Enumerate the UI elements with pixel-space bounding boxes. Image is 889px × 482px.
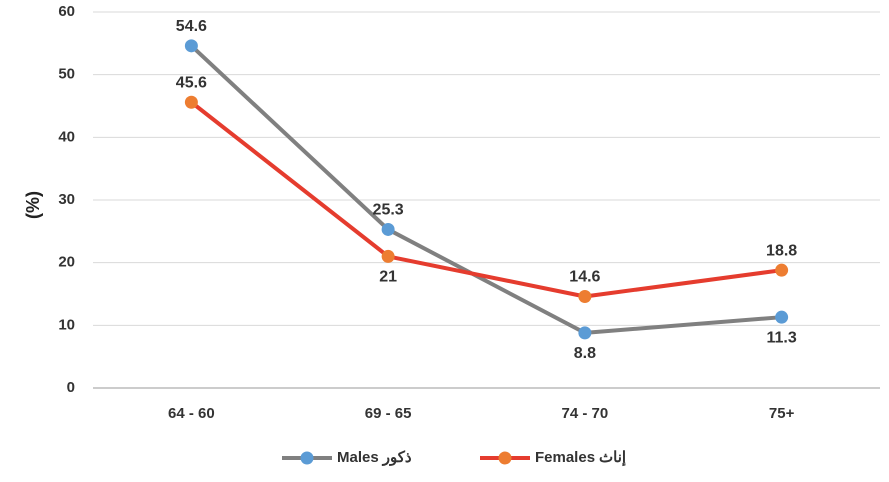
males-data-label: 25.3 xyxy=(373,202,404,219)
data-labels: 54.6 25.3 8.8 11.3 45.6 21 14.6 18.8 xyxy=(176,18,797,362)
females-point xyxy=(775,263,789,277)
females-point xyxy=(184,95,198,109)
series-markers xyxy=(184,39,789,340)
series-lines xyxy=(189,43,784,335)
males-data-label: 54.6 xyxy=(176,18,207,35)
legend: Males ذكور Females إناث xyxy=(282,449,626,466)
females-data-label: 21 xyxy=(379,269,397,286)
x-axis-ticks: 64 - 60 69 - 65 74 - 70 75+ xyxy=(168,405,795,422)
females-legend-marker xyxy=(498,451,512,465)
x-tick-label: 64 - 60 xyxy=(168,405,215,422)
females-data-label: 18.8 xyxy=(766,242,797,259)
females-series-line xyxy=(189,100,784,299)
x-tick-label: 75+ xyxy=(769,405,795,422)
females-data-label: 14.6 xyxy=(569,269,600,286)
males-legend-label: Males ذكور xyxy=(337,449,412,466)
grid-lines xyxy=(93,11,880,389)
males-point xyxy=(184,39,198,53)
x-tick-label: 74 - 70 xyxy=(562,405,609,422)
females-point xyxy=(578,290,592,304)
males-data-label: 11.3 xyxy=(766,329,796,346)
males-legend-marker xyxy=(300,451,314,465)
y-tick-label: 30 xyxy=(58,191,75,208)
y-tick-label: 0 xyxy=(67,379,75,396)
males-point xyxy=(381,222,395,236)
y-tick-label: 20 xyxy=(58,254,75,271)
males-data-label: 8.8 xyxy=(574,345,596,362)
y-tick-label: 10 xyxy=(58,316,75,333)
males-series-line xyxy=(189,43,784,335)
males-point xyxy=(578,326,592,340)
females-point xyxy=(381,249,395,263)
y-tick-label: 50 xyxy=(58,66,75,83)
y-axis-label: (%) xyxy=(23,191,43,219)
y-tick-label: 60 xyxy=(58,3,75,20)
y-tick-label: 40 xyxy=(58,128,75,145)
females-legend-label: Females إناث xyxy=(535,449,626,466)
x-tick-label: 69 - 65 xyxy=(365,405,412,422)
y-axis-ticks: 0 10 20 30 40 50 60 xyxy=(58,3,75,396)
males-point xyxy=(775,310,789,324)
females-data-label: 45.6 xyxy=(176,74,207,91)
